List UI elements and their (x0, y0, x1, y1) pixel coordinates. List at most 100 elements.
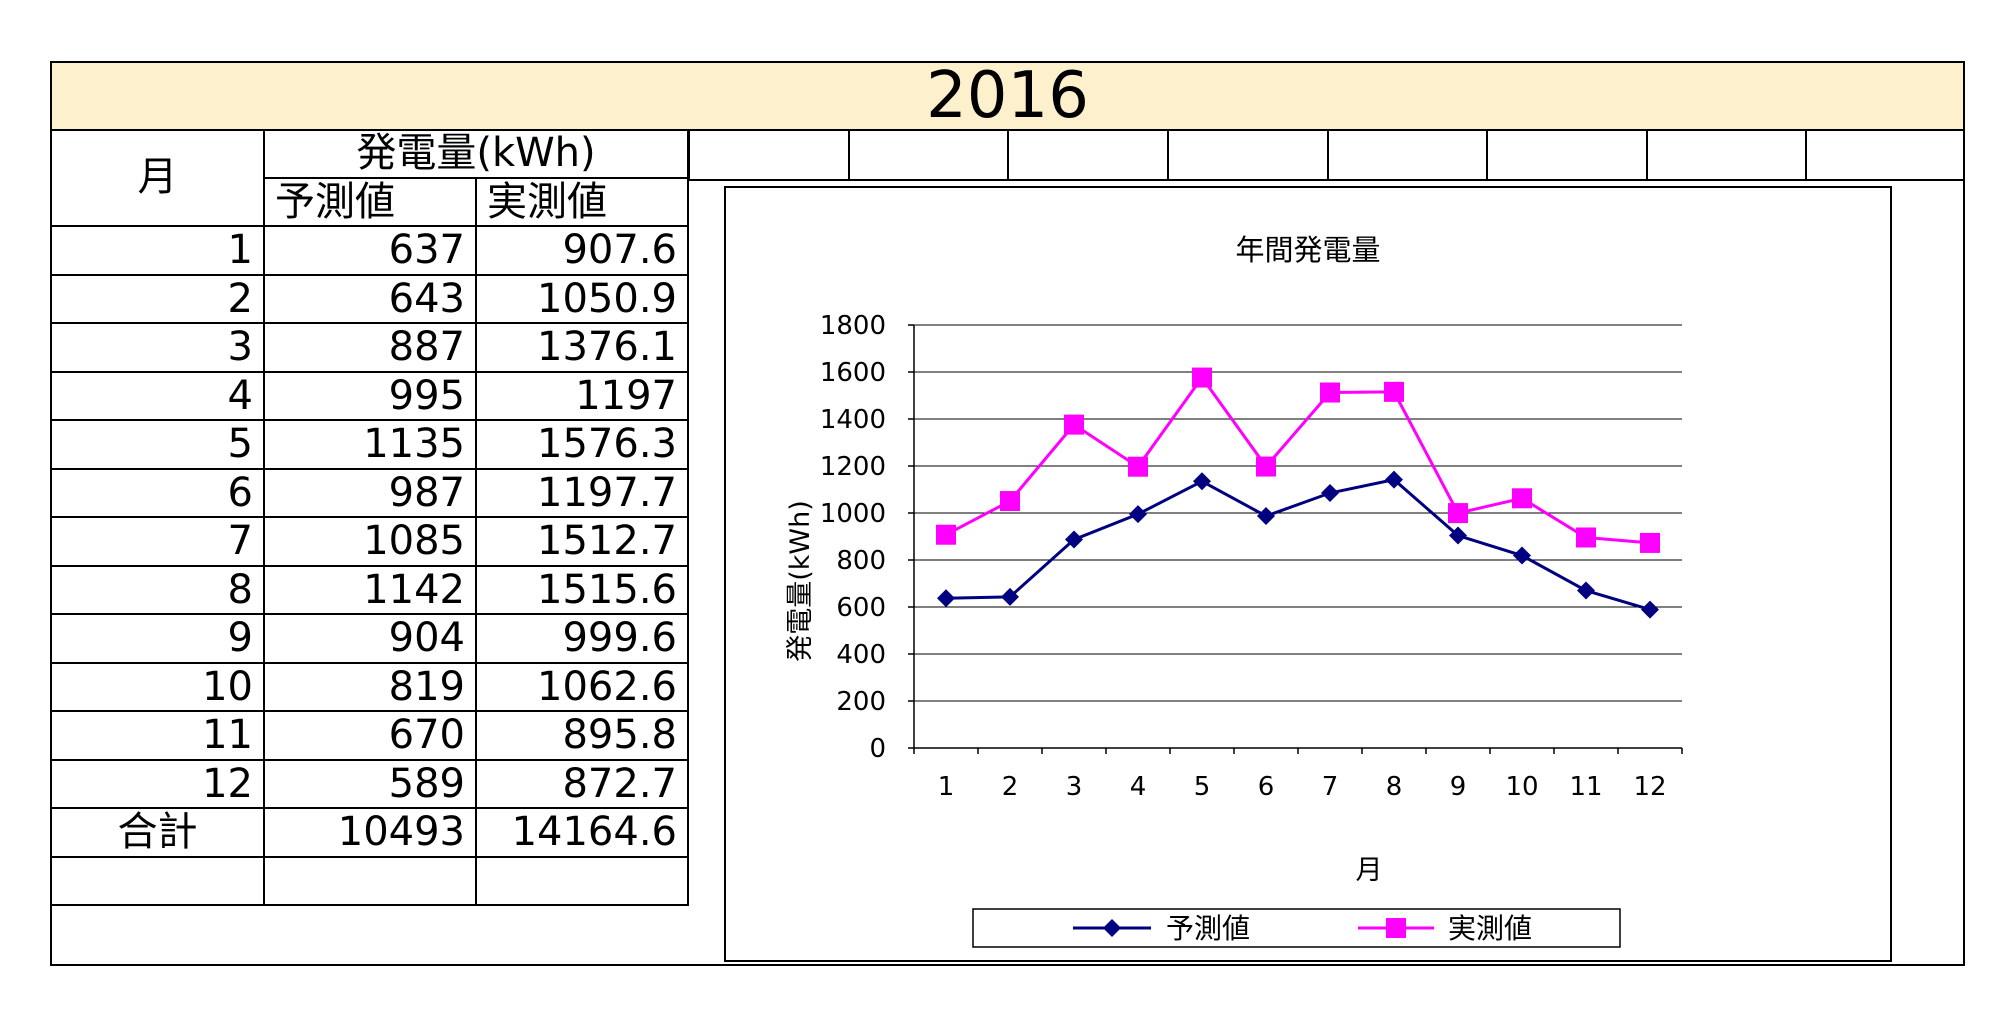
predicted-cell: 1085 (263, 516, 477, 567)
month-cell: 7 (52, 516, 265, 567)
month-header: 月 (52, 129, 265, 227)
legend: 予測値 実測値 (972, 908, 1621, 948)
x-tick-label: 1 (938, 772, 955, 802)
x-tick-label: 11 (1569, 772, 1602, 802)
measured-cell: 1515.6 (475, 564, 689, 615)
data-point (1384, 381, 1404, 402)
series-predicted (937, 470, 1659, 619)
predicted-cell: 887 (263, 322, 477, 373)
data-point (1256, 456, 1276, 477)
data-point (937, 589, 955, 608)
x-tick-label: 4 (1130, 772, 1147, 802)
x-tick-label: 5 (1194, 772, 1211, 802)
table-row: 10 819 1062.6 (52, 661, 689, 712)
measured-header: 実測値 (475, 176, 689, 227)
data-point (1386, 918, 1406, 938)
measured-cell: 1062.6 (475, 661, 689, 712)
empty-cell (52, 855, 265, 906)
x-tick-label: 6 (1258, 772, 1275, 802)
predicted-cell: 637 (263, 226, 477, 276)
blank-cell (1007, 129, 1167, 179)
y-axis-label: 発電量(kWh) (785, 500, 816, 662)
x-tick-label: 9 (1450, 772, 1467, 802)
predicted-cell: 904 (263, 613, 477, 664)
x-tick-label: 10 (1505, 772, 1538, 802)
empty-cell (475, 855, 689, 906)
data-point (1448, 503, 1468, 524)
total-measured: 14164.6 (475, 808, 689, 858)
data-point (1192, 367, 1212, 388)
y-tick-label: 1600 (820, 358, 886, 388)
table-row: 8 1142 1515.6 (52, 564, 689, 615)
data-point (1103, 919, 1121, 937)
series-line (945, 478, 1651, 612)
data-point (1576, 527, 1596, 548)
month-cell: 9 (52, 613, 265, 664)
measured-cell: 872.7 (475, 758, 689, 809)
line-chart: 年間発電量 020040060080010001200140016001800 … (785, 233, 1683, 948)
data-point (1512, 488, 1532, 509)
predicted-cell: 819 (263, 661, 477, 712)
month-cell: 12 (52, 758, 265, 809)
gridlines (908, 324, 1682, 749)
data-point (1128, 456, 1148, 477)
x-axis-label: 月 (1356, 855, 1383, 886)
data-point (936, 524, 956, 545)
predicted-cell: 670 (263, 710, 477, 761)
data-point (1449, 526, 1467, 545)
energy-header: 発電量(kWh) (263, 129, 689, 179)
series-measured (936, 367, 1660, 553)
predicted-cell: 1135 (263, 419, 477, 470)
data-point (1193, 472, 1211, 491)
blank-cell (1805, 129, 1965, 179)
measured-cell: 999.6 (475, 613, 689, 664)
predicted-cell: 995 (263, 370, 477, 421)
table-row: 9 904 999.6 (52, 613, 689, 664)
total-label: 合計 (52, 808, 265, 858)
month-cell: 3 (52, 322, 265, 373)
data-point (1064, 414, 1084, 435)
series-line (945, 374, 1651, 545)
month-cell: 6 (52, 467, 265, 518)
data-point (1129, 505, 1147, 524)
measured-cell: 907.6 (475, 226, 689, 276)
table-row: 5 1135 1576.3 (52, 419, 689, 470)
blank-cell (1166, 129, 1327, 179)
data-point (1513, 546, 1531, 565)
x-tick-labels: 1 2 3 4 5 6 7 8 9 10 11 12 (938, 772, 1667, 802)
data-point (1001, 587, 1019, 606)
data-point (1640, 532, 1660, 553)
table-row: 11 670 895.8 (52, 710, 689, 761)
legend-label: 実測値 (1448, 912, 1532, 945)
blank-cell (1486, 129, 1646, 179)
x-tick-label: 7 (1322, 772, 1339, 802)
empty-cell (263, 855, 477, 906)
month-cell: 2 (52, 273, 265, 324)
energy-table: 月 発電量(kWh) 予測値 実測値 1 637 907.6 2 643 1050.9 3 8… (52, 129, 689, 906)
y-tick-label: 1200 (820, 452, 886, 482)
table-row: 2 643 1050.9 (52, 273, 689, 324)
series-layer (936, 367, 1660, 619)
month-cell: 8 (52, 564, 265, 615)
predicted-cell: 1142 (263, 564, 477, 615)
x-tick-label: 2 (1002, 772, 1019, 802)
month-cell: 5 (52, 419, 265, 470)
total-predicted: 10493 (263, 808, 477, 858)
chart-area: 年間発電量 0 200 400 600 800 1000 1200 1400 1600 1800 … (724, 186, 1892, 962)
x-tick-label: 8 (1386, 772, 1403, 802)
predicted-cell: 589 (263, 758, 477, 809)
measured-cell: 1197.7 (475, 467, 689, 518)
y-tick-label: 1000 (820, 499, 886, 529)
chart-title: 年間発電量 (1235, 233, 1380, 267)
predicted-cell: 987 (263, 467, 477, 518)
month-cell: 10 (52, 661, 265, 712)
table-body: 1 637 907.6 2 643 1050.9 3 887 1376.1 4 995 1197 5 11… (52, 226, 689, 809)
legend-label: 予測値 (1166, 912, 1250, 945)
blank-cell (1326, 129, 1487, 179)
month-cell: 4 (52, 370, 265, 421)
header-blank-cells (688, 129, 1965, 181)
x-tick-label: 12 (1633, 772, 1666, 802)
data-point (1065, 530, 1083, 549)
data-point (1257, 507, 1275, 526)
measured-cell: 1050.9 (475, 273, 689, 324)
